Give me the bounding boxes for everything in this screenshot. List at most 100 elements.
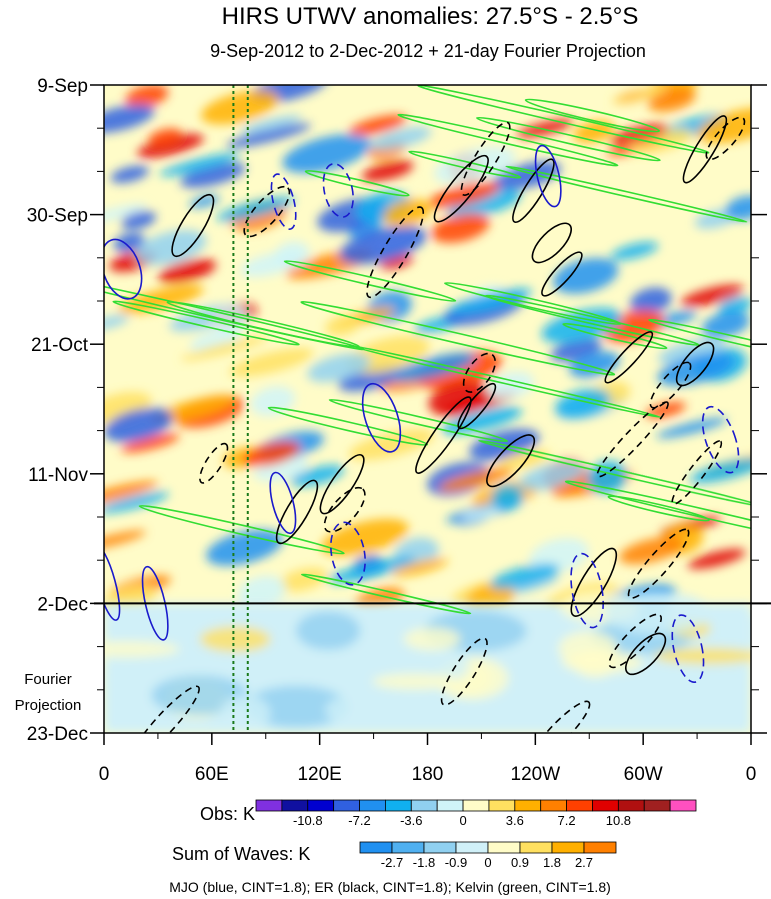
colorbar-swatch xyxy=(436,799,464,812)
kelvin-contour xyxy=(112,300,300,346)
legend-text: MJO (blue, CINT=1.8); ER (black, CINT=1.… xyxy=(169,879,611,895)
projection-label-line2: Projection xyxy=(15,697,82,714)
kelvin-contour xyxy=(104,275,365,351)
colorbar-swatch xyxy=(333,799,360,812)
x-tick-label: 180 xyxy=(412,764,444,785)
colorbar-swatch xyxy=(410,799,438,812)
er-contour xyxy=(323,486,366,533)
mjo-contour xyxy=(701,405,740,474)
reference-longitude-lines xyxy=(232,85,249,733)
projection-anomaly-field xyxy=(104,589,751,733)
y-tick-label: 11-Nov xyxy=(28,465,88,486)
mjo-contour xyxy=(570,552,604,629)
colorbar-tick-label: 0.9 xyxy=(511,855,529,870)
anomaly-blob xyxy=(610,242,659,260)
er-contour xyxy=(541,251,583,297)
anomaly-blob xyxy=(348,429,435,461)
anomaly-blob xyxy=(325,314,361,337)
anomaly-blob xyxy=(104,104,155,133)
kelvin-contour xyxy=(267,406,429,446)
colorbar-swatch xyxy=(519,841,553,854)
projection-blob xyxy=(653,647,751,665)
anomaly-blob xyxy=(516,119,574,138)
er-contour xyxy=(462,352,496,393)
y-tick-label: 23-Dec xyxy=(27,724,88,745)
colorbar-tick-label: -3.6 xyxy=(400,813,422,828)
projection-blob xyxy=(403,627,461,651)
colorbar-swatch xyxy=(540,799,567,812)
er-contour xyxy=(199,442,229,484)
chart-subtitle: 9-Sep-2012 to 2-Dec-2012 + 21-day Fourie… xyxy=(210,41,646,61)
kelvin-contour xyxy=(524,98,661,133)
anomaly-blob xyxy=(609,123,669,145)
anomaly-blob xyxy=(645,401,686,419)
obs-colorbar-label: Obs: K xyxy=(200,804,255,824)
colorbar-tick-label: -7.2 xyxy=(348,813,370,828)
kelvin-contour xyxy=(300,573,472,615)
x-tick-label: 0 xyxy=(99,764,110,785)
er-contour xyxy=(625,632,667,676)
mjo-contour xyxy=(322,162,354,218)
mjo-contour xyxy=(330,521,366,586)
anomaly-blob xyxy=(216,197,295,222)
y-tick-label: 9-Sep xyxy=(37,76,88,97)
anomaly-blob xyxy=(368,127,432,151)
colorbar-swatch xyxy=(455,841,489,854)
projection-blob xyxy=(603,591,712,635)
colorbar-swatch xyxy=(617,799,645,812)
anomaly-blob xyxy=(282,134,372,173)
anomaly-blob xyxy=(327,556,416,584)
projection-blob xyxy=(573,649,617,678)
er-contour xyxy=(457,382,497,430)
anomaly-blob xyxy=(619,536,684,565)
er-contour xyxy=(512,158,555,223)
er-contour xyxy=(319,454,365,515)
projection-blob xyxy=(244,685,349,728)
colorbar-tick-label: 1.8 xyxy=(543,855,561,870)
er-contour xyxy=(366,206,425,299)
er-contour xyxy=(596,401,669,478)
er-contour xyxy=(682,115,728,184)
colorbar-swatch xyxy=(487,841,521,854)
anomaly-blob xyxy=(278,567,328,592)
er-contour xyxy=(675,341,715,387)
anomaly-blob xyxy=(496,449,550,471)
mjo-contour xyxy=(141,565,169,641)
er-contour xyxy=(440,637,488,706)
projection-blob xyxy=(713,613,751,650)
y-axis: 9-Sep 30-Sep 21-Oct 11-Nov 2-Dec 23-Dec xyxy=(27,76,767,745)
kelvin-contour xyxy=(444,281,622,326)
kelvin-contour xyxy=(408,150,522,179)
er-contour xyxy=(275,479,319,545)
colorbar-tick-label: 2.7 xyxy=(575,855,593,870)
anomaly-blob xyxy=(104,407,173,443)
colorbar-tick-label: 0 xyxy=(484,855,491,870)
waves-colorbar-label: Sum of Waves: K xyxy=(172,844,310,864)
anomaly-blob xyxy=(121,433,180,453)
chart-title: HIRS UTWV anomalies: 27.5°S - 2.5°S xyxy=(222,3,639,30)
kelvin-contour xyxy=(476,116,661,162)
waves-colorbar: -2.7 -1.8 -0.9 0 0.9 1.8 2.7 xyxy=(359,841,617,870)
x-tick-label: 120E xyxy=(297,764,341,785)
kelvin-contour xyxy=(564,480,751,548)
anomaly-blob xyxy=(180,336,269,361)
anomaly-blob xyxy=(439,467,513,492)
anomaly-blob xyxy=(121,210,156,230)
anomaly-blob xyxy=(391,558,448,577)
mjo-contour xyxy=(671,614,705,683)
anomaly-blob xyxy=(240,251,303,277)
anomaly-blob xyxy=(491,484,524,511)
obs-colorbar: -10.8 -7.2 -3.6 0 3.6 7.2 10.8 xyxy=(255,799,697,828)
er-contour xyxy=(649,361,692,409)
er-contour xyxy=(531,222,572,264)
anomaly-blob xyxy=(689,458,751,483)
anomaly-blob xyxy=(629,128,693,154)
anomaly-blob xyxy=(383,198,431,227)
anomaly-blob xyxy=(687,549,746,569)
projection-blob xyxy=(324,695,379,725)
kelvin-contour xyxy=(300,301,616,376)
anomaly-blob xyxy=(680,284,744,307)
anomaly-blob xyxy=(492,161,562,191)
anomaly-blob xyxy=(104,530,146,551)
colorbar-swatch xyxy=(255,799,283,812)
